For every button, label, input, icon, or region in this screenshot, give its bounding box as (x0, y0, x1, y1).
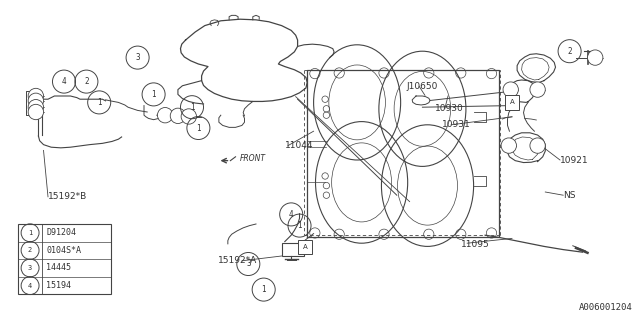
Text: 15194: 15194 (46, 281, 71, 290)
Text: 10921: 10921 (560, 156, 589, 164)
Ellipse shape (181, 109, 196, 124)
Text: 2: 2 (28, 247, 32, 253)
Ellipse shape (28, 88, 44, 104)
Bar (298, 240, 312, 254)
Ellipse shape (28, 100, 44, 115)
Text: 1: 1 (196, 124, 201, 132)
Ellipse shape (170, 108, 186, 124)
Ellipse shape (588, 50, 603, 65)
Bar (505, 95, 519, 109)
Text: 1: 1 (97, 98, 102, 107)
Text: A006001204: A006001204 (579, 303, 632, 312)
Text: 1: 1 (261, 285, 266, 294)
Bar (282, 243, 304, 256)
Bar (18, 224, 111, 294)
Ellipse shape (530, 138, 545, 153)
Ellipse shape (28, 93, 44, 108)
Text: 14445: 14445 (46, 263, 71, 273)
Text: J10650: J10650 (406, 82, 438, 91)
Text: 4: 4 (28, 283, 32, 289)
Text: FRONT: FRONT (240, 154, 266, 163)
Text: 1: 1 (189, 103, 195, 112)
Text: 1: 1 (297, 221, 302, 230)
Text: 4: 4 (61, 77, 67, 86)
Text: 15192*A: 15192*A (218, 256, 257, 265)
Text: 3: 3 (246, 260, 251, 268)
Ellipse shape (157, 108, 173, 123)
Text: 10931: 10931 (442, 120, 470, 129)
Text: 10930: 10930 (435, 104, 464, 113)
Text: 11095: 11095 (461, 240, 490, 249)
Text: 2: 2 (567, 47, 572, 56)
Text: 4: 4 (289, 210, 294, 219)
Text: 3: 3 (135, 53, 140, 62)
Text: 3: 3 (28, 265, 32, 271)
Ellipse shape (501, 138, 516, 153)
Text: 15192*B: 15192*B (48, 192, 87, 201)
Text: 1: 1 (28, 230, 32, 236)
Text: A: A (303, 244, 308, 250)
Text: A: A (509, 100, 515, 105)
Ellipse shape (530, 82, 545, 97)
Text: D91204: D91204 (46, 228, 76, 237)
Ellipse shape (28, 104, 44, 120)
Ellipse shape (503, 82, 518, 97)
Text: 1: 1 (151, 90, 156, 99)
Text: NS: NS (563, 191, 576, 200)
Text: 2: 2 (84, 77, 89, 86)
Text: 0104S*A: 0104S*A (46, 246, 81, 255)
Text: 11044: 11044 (285, 141, 314, 150)
